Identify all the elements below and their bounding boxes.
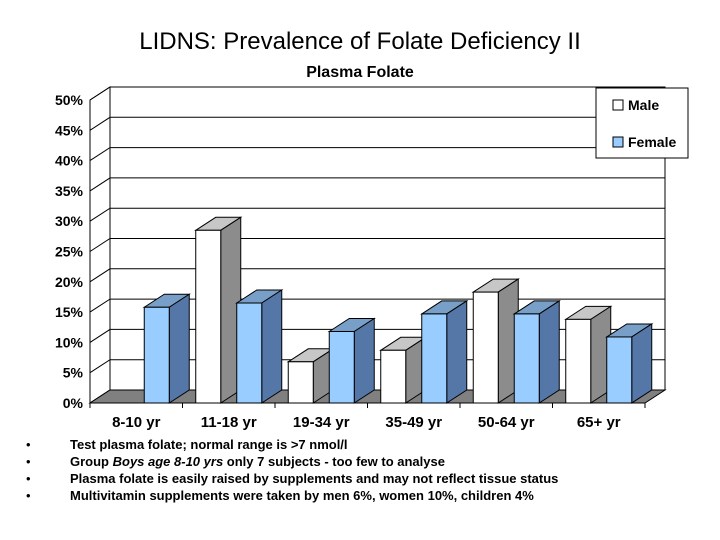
note-text: Plasma folate is easily raised by supple…	[70, 471, 559, 486]
y-tick-label: 30%	[55, 213, 84, 229]
bar-side	[631, 323, 653, 404]
note-item: • Test plasma folate; normal range is >7…	[26, 436, 706, 453]
note-text: Multivitamin supplements were taken by m…	[70, 488, 534, 503]
y-tick-label: 20%	[55, 274, 84, 290]
y-tick-label: 40%	[55, 153, 84, 169]
gridline	[89, 147, 665, 162]
x-tick-label: 11-18 yr	[201, 414, 257, 430]
gridline	[89, 268, 665, 283]
note-text-part: only 7 subjects - too few to analyse	[223, 454, 445, 469]
legend-swatch	[612, 136, 624, 148]
legend-label: Female	[628, 134, 676, 150]
bar-male	[195, 229, 222, 404]
bar-female	[236, 302, 263, 404]
bar-side	[168, 293, 190, 404]
note-text-italic: Boys age 8-10 yrs	[112, 454, 224, 469]
bar-female	[328, 330, 355, 404]
note-text: Test plasma folate; normal range is >7 n…	[70, 437, 348, 452]
y-tick-label: 5%	[63, 365, 84, 381]
bar-male	[287, 361, 314, 404]
slide-title: LIDNS: Prevalence of Folate Deficiency I…	[139, 28, 581, 55]
bar-female	[606, 336, 633, 404]
chart-title: Plasma Folate	[306, 64, 414, 81]
y-tick-label: 10%	[55, 334, 84, 350]
note-item: • Plasma folate is easily raised by supp…	[26, 470, 706, 487]
gridline	[89, 86, 665, 101]
y-tick-label: 15%	[55, 304, 84, 320]
bullet-marker: •	[26, 488, 31, 503]
gridline	[89, 116, 665, 131]
note-item: • Group Boys age 8-10 yrs only 7 subject…	[26, 453, 706, 470]
y-tick-label: 50%	[55, 92, 84, 108]
x-tick-label: 50-64 yr	[478, 414, 535, 430]
bar-side	[353, 317, 375, 404]
bar-male	[380, 349, 407, 404]
gridline	[89, 207, 665, 222]
bar-side	[446, 299, 468, 404]
x-tick-label: 19-34 yr	[293, 414, 350, 430]
y-tick-label: 0%	[63, 395, 84, 411]
bullet-marker: •	[26, 471, 31, 486]
bar-chart: 0% 5% 10% 15% 20% 25% 30% 35% 40% 45% 50% 8-10 yr 11…	[55, 86, 689, 430]
y-tick-label: 45%	[55, 122, 84, 138]
legend-box	[595, 87, 689, 159]
note-text: Group Boys age 8-10 yrs only 7 subjects …	[70, 454, 445, 469]
bar-male	[565, 318, 592, 404]
bullet-marker: •	[26, 454, 31, 469]
note-text-part: Group	[70, 454, 113, 469]
gridline	[89, 238, 665, 252]
notes-list: • Test plasma folate; normal range is >7…	[26, 436, 706, 504]
legend-swatch	[612, 99, 624, 111]
bar-side	[261, 289, 283, 404]
x-tick-label: 65+ yr	[577, 414, 621, 430]
note-item: • Multivitamin supplements were taken by…	[26, 487, 706, 504]
bar-male	[472, 291, 499, 404]
bar-female	[513, 313, 540, 404]
y-tick-label: 25%	[55, 244, 84, 260]
bar-female	[421, 313, 448, 404]
x-tick-label: 8-10 yr	[112, 414, 161, 430]
bullet-marker: •	[26, 437, 31, 452]
legend-label: Male	[628, 97, 659, 113]
gridline	[89, 177, 665, 192]
x-tick-label: 35-49 yr	[385, 414, 442, 430]
bar-side	[538, 299, 560, 404]
bar-female	[143, 306, 170, 404]
y-tick-label: 35%	[55, 183, 84, 199]
